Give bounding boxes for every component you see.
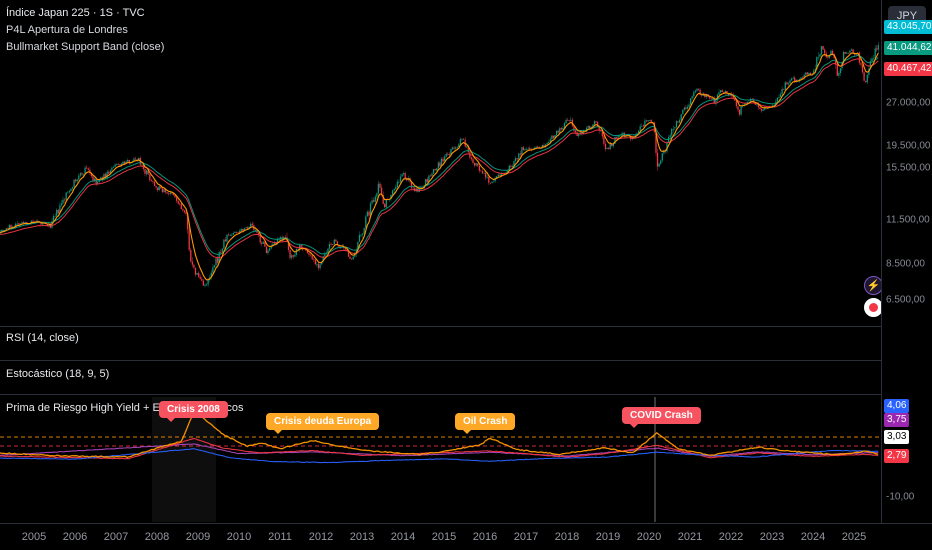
- price-value-badge: 40.467,42: [884, 62, 932, 76]
- pane-separator-hy[interactable]: [0, 394, 882, 395]
- year-label: 2006: [62, 531, 88, 543]
- price-axis-label: 8.500,00: [886, 258, 925, 270]
- price-axis-label: 6.500,00: [886, 294, 925, 306]
- year-label: 2020: [636, 531, 662, 543]
- record-dot-icon: [869, 303, 878, 312]
- hy-value-badge: 3,03: [884, 430, 910, 444]
- stochastic-pane-label[interactable]: Estocástico (18, 9, 5): [6, 368, 110, 380]
- year-label: 2019: [595, 531, 621, 543]
- time-axis[interactable]: 2005 2006 2007 2008 2009 2010 2011 2012 2013 2014…: [0, 523, 932, 550]
- year-label: 2013: [349, 531, 375, 543]
- year-label: 2014: [390, 531, 416, 543]
- hy-value-badge: 2,79: [884, 449, 910, 463]
- hy-value-badge: 4,06: [884, 399, 910, 413]
- year-label: 2021: [677, 531, 703, 543]
- year-label: 2017: [513, 531, 539, 543]
- hy-axis-label: -10,00: [886, 491, 915, 503]
- year-label: 2024: [800, 531, 826, 543]
- year-label: 2011: [268, 531, 292, 543]
- price-axis-label: 15.500,00: [886, 162, 931, 174]
- indicator-p4l-london[interactable]: P4L Apertura de Londres: [6, 24, 128, 36]
- year-label: 2025: [841, 531, 867, 543]
- main-price-chart[interactable]: [0, 0, 882, 326]
- year-label: 2016: [472, 531, 498, 543]
- price-axis-label: 11.500,00: [886, 214, 930, 226]
- year-label: 2009: [185, 531, 211, 543]
- event-bubble[interactable]: Crisis deuda Europa: [266, 413, 380, 434]
- event-bubble[interactable]: Oil Crash: [455, 413, 516, 434]
- price-scale[interactable]: JPY 27.000,00 19.500,00 15.500,00 11.500,00…: [881, 0, 932, 524]
- pane-separator-stoch[interactable]: [0, 360, 882, 361]
- price-axis-label: 19.500,00: [886, 140, 931, 152]
- year-label: 2010: [226, 531, 252, 543]
- symbol-title[interactable]: Índice Japan 225 · 1S · TVC: [6, 7, 145, 19]
- year-label: 2005: [21, 531, 47, 543]
- price-value-badge: 43.045,70: [884, 20, 932, 34]
- year-label: 2008: [144, 531, 170, 543]
- hy-indicator-chart[interactable]: [0, 395, 882, 524]
- event-bubble[interactable]: COVID Crash: [622, 407, 701, 428]
- year-label: 2018: [554, 531, 580, 543]
- price-value-badge: 41.044,62: [884, 41, 932, 55]
- year-label: 2012: [308, 531, 334, 543]
- pane-separator-rsi[interactable]: [0, 326, 882, 327]
- year-label: 2007: [103, 531, 129, 543]
- year-label: 2015: [431, 531, 457, 543]
- event-bubble[interactable]: Crisis 2008: [159, 401, 228, 422]
- year-label: 2022: [718, 531, 744, 543]
- lightning-icon: ⚡: [866, 280, 881, 292]
- price-axis-label: 27.000,00: [886, 97, 931, 109]
- year-label: 2023: [759, 531, 785, 543]
- indicator-bullmarket-band[interactable]: Bullmarket Support Band (close): [6, 41, 165, 53]
- rsi-pane-label[interactable]: RSI (14, close): [6, 332, 79, 344]
- chart-legend: Índice Japan 225 · 1S · TVC P4L Apertura…: [6, 5, 164, 56]
- hy-value-badge: 3,75: [884, 413, 910, 427]
